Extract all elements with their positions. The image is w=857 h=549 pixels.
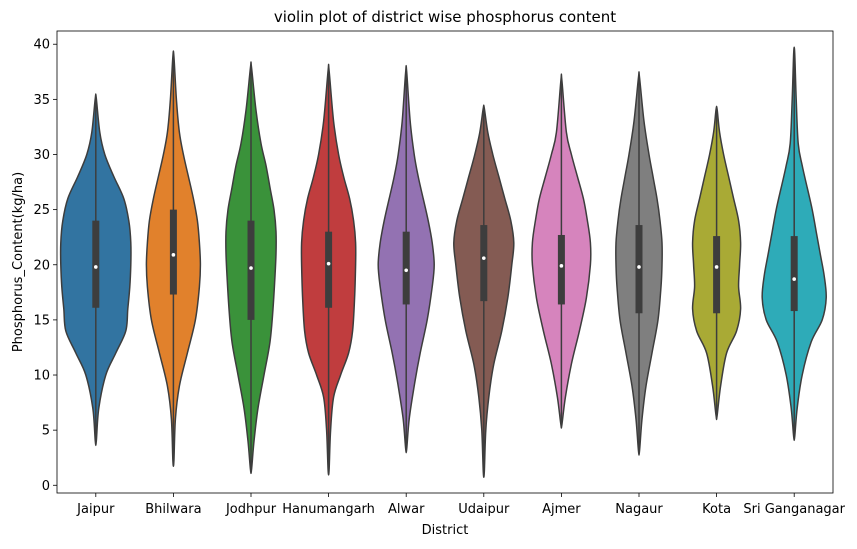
violin-median-point [637,265,641,269]
violin-median-point [326,261,331,266]
y-axis-label: Phosphorus_Content(kg/ha) [11,172,26,352]
plot-frame [56,30,834,494]
y-axis: 0 5 10 15 20 25 30 35 40 [33,38,57,494]
violin-iqr-box [713,236,721,314]
y-tick-label: 15 [33,313,50,328]
x-tick-label: Jodhpur [225,502,277,517]
violin-iqr-box [790,236,798,312]
violin-iqr-box [557,234,565,305]
x-tick-label: Sri Ganganagar [743,502,845,517]
y-tick-label: 0 [42,479,50,494]
y-tick-label: 5 [42,424,50,439]
x-axis: Jaipur Bhilwara Jodhpur Hanumangarh Alwar Uda… [76,493,846,517]
chart-title: violin plot of district wise phosphorus … [274,8,616,26]
x-tick-label: Hanumangarh [282,502,375,517]
violin-iqr-box [635,225,643,314]
y-tick-label: 40 [33,38,50,53]
y-tick-label: 25 [33,203,50,218]
violin-iqr-box [92,220,100,308]
violin-median-point [482,256,486,260]
violin-iqr-box [402,231,410,305]
violin-iqr-box [325,231,333,308]
violin-iqr-box [169,209,177,295]
violins-group [59,46,827,479]
y-tick-label: 20 [33,258,50,273]
violin-median-point [249,266,253,270]
x-tick-label: Bhilwara [145,502,201,517]
x-tick-label: Udaipur [458,502,510,517]
x-axis-label: District [422,523,469,538]
x-tick-label: Ajmer [542,502,581,517]
violin-median-point [404,268,409,273]
x-tick-label: Jaipur [76,502,115,517]
y-tick-label: 35 [33,93,50,108]
violin-median-point [171,253,176,257]
x-tick-label: Alwar [388,502,425,517]
violin-median-point [792,277,796,281]
violin-median-point [714,265,719,269]
x-tick-label: Nagaur [615,502,663,517]
violin-iqr-box [247,220,255,320]
y-tick-label: 10 [33,369,50,384]
violin-median-point [94,265,98,269]
violin-median-point [559,264,564,268]
violin-iqr-box [480,225,488,302]
x-tick-label: Kota [702,502,731,517]
y-tick-label: 30 [33,148,50,163]
